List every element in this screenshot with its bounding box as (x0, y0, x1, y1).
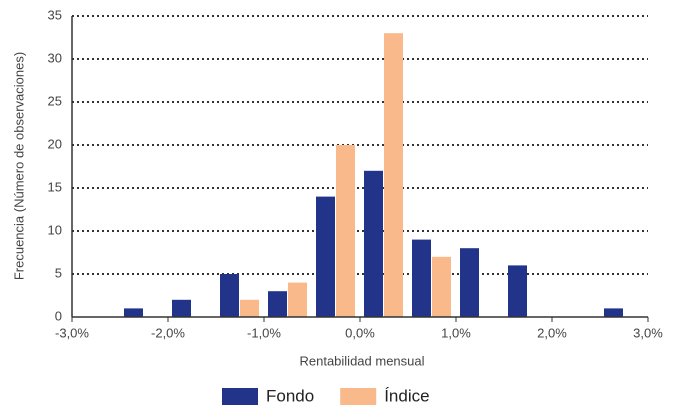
x-axis-label: Rentabilidad mensual (299, 353, 424, 368)
bar (384, 33, 403, 317)
bar (172, 299, 191, 317)
x-tick-label: 1,0% (441, 325, 471, 340)
legend-label: Índice (384, 386, 429, 405)
bar (336, 145, 355, 317)
x-tick-label: -3,0% (55, 325, 89, 340)
legend-label: Fondo (266, 386, 314, 405)
bar (240, 299, 259, 317)
bar (288, 282, 307, 317)
legend-swatch (222, 388, 258, 405)
bar (316, 196, 335, 317)
x-tick-label: 2,0% (537, 325, 567, 340)
x-tick-label: 0,0% (345, 325, 375, 340)
x-tick-label: 3,0% (633, 325, 663, 340)
legend-swatch (340, 388, 377, 405)
bar (412, 239, 431, 317)
bar (432, 256, 451, 317)
y-axis-label: Frecuencia (Número de observaciones) (11, 52, 26, 280)
y-tick-label: 25 (48, 93, 62, 108)
bar (508, 265, 527, 317)
bar (460, 248, 479, 317)
y-tick-label: 10 (48, 222, 62, 237)
y-tick-label: 20 (48, 136, 62, 151)
y-tick-label: 30 (48, 50, 62, 65)
bar (268, 291, 287, 317)
x-tick-label: -2,0% (151, 325, 185, 340)
bar (124, 308, 143, 317)
bar (364, 170, 383, 317)
bar (220, 274, 239, 317)
y-tick-label: 5 (55, 265, 62, 280)
x-tick-label: -1,0% (247, 325, 281, 340)
y-tick-label: 15 (48, 179, 62, 194)
y-tick-label: 35 (48, 7, 62, 22)
y-tick-label: 0 (55, 308, 62, 323)
bar (604, 308, 623, 317)
